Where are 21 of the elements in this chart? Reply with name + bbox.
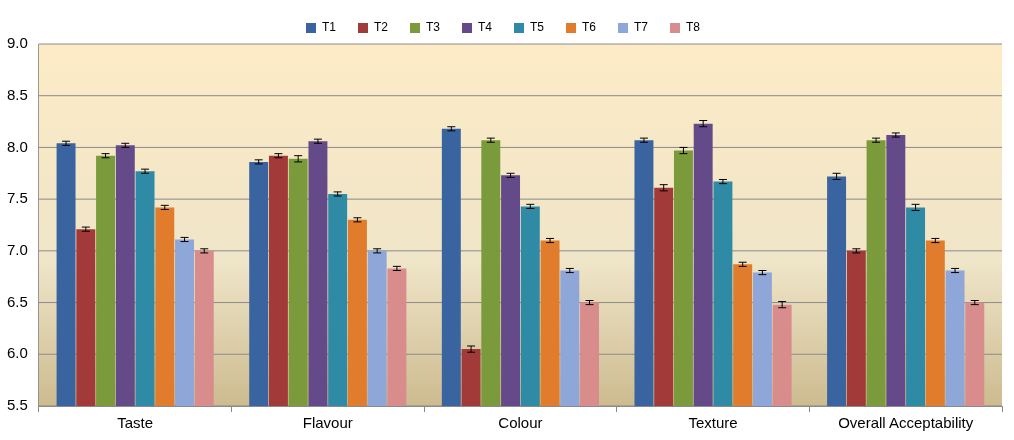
legend-label: T8 [686,20,701,35]
y-tick-label: 5.5 [6,396,28,414]
legend-label: T1 [321,20,337,35]
y-tick-label: 8.0 [6,137,28,155]
x-tick-label: Overall Acceptability [838,414,974,432]
y-tick-label: 9.0 [6,34,28,52]
y-tick-label: 7.0 [6,241,28,258]
legend-label: T4 [478,20,493,35]
legend-label: T5 [530,20,545,35]
legend-label: T7 [634,20,649,35]
x-tick-label: Texture [688,414,738,432]
legend-label: T3 [425,20,441,35]
legend-label: T2 [373,20,389,35]
legend-label: T6 [582,20,597,35]
x-tick-label: Flavour [302,414,353,432]
x-tick-label: Taste [117,414,154,432]
y-tick-label: 8.5 [6,85,28,103]
y-tick-label: 6.0 [6,344,28,362]
x-tick-label: Colour [498,414,543,432]
y-tick-label: 7.5 [6,189,28,207]
y-tick-label: 6.5 [6,292,28,310]
